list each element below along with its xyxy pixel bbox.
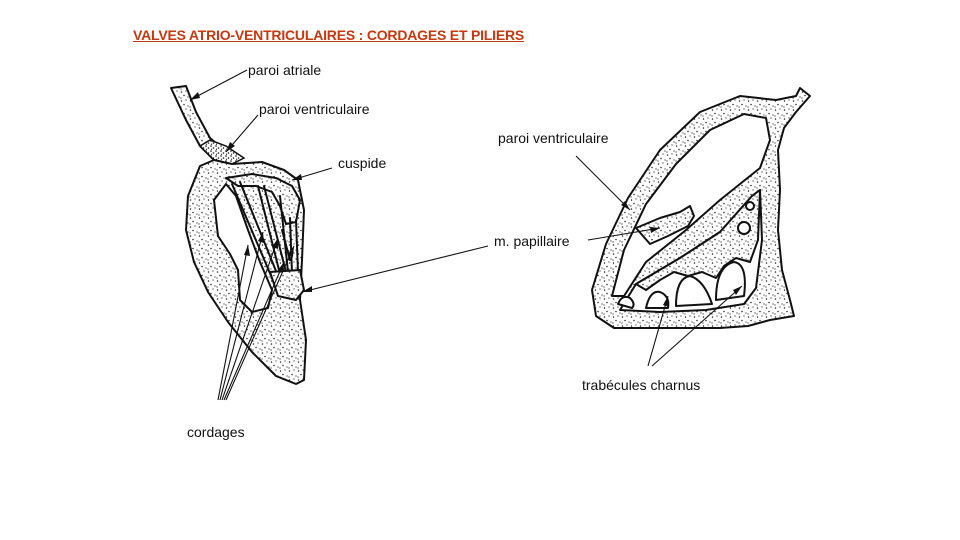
label-paroi-atriale: paroi atriale <box>248 62 322 78</box>
label-cuspide: cuspide <box>338 155 387 171</box>
leader-lines <box>189 69 743 401</box>
trabecula-loop-3 <box>675 275 713 307</box>
valve-section-figure <box>170 85 307 385</box>
ventricle-section-figure <box>591 87 811 329</box>
label-paroi-ventriculaire-left: paroi ventriculaire <box>259 101 370 117</box>
label-paroi-ventriculaire-right: paroi ventriculaire <box>498 130 609 146</box>
papillary-muscle-left <box>269 269 305 301</box>
valve-annulus <box>198 139 246 165</box>
trabecula-loop-1 <box>617 295 635 309</box>
chordae-group <box>231 181 299 279</box>
ventricle-lumen-right <box>611 113 771 297</box>
label-m-papillaire: m. papillaire <box>494 233 570 249</box>
papillary-muscle-right <box>635 205 695 245</box>
label-cordages: cordages <box>187 424 245 440</box>
trabecula-hole-2 <box>745 201 755 211</box>
label-trabecules-charnus: trabécules charnus <box>582 377 701 393</box>
ventricle-lumen-left <box>213 183 273 313</box>
trabecula-hole-1 <box>737 221 751 235</box>
trabecular-mass <box>635 189 761 291</box>
slide-title: VALVES ATRIO-VENTRICULAIRES : CORDAGES E… <box>133 27 525 43</box>
